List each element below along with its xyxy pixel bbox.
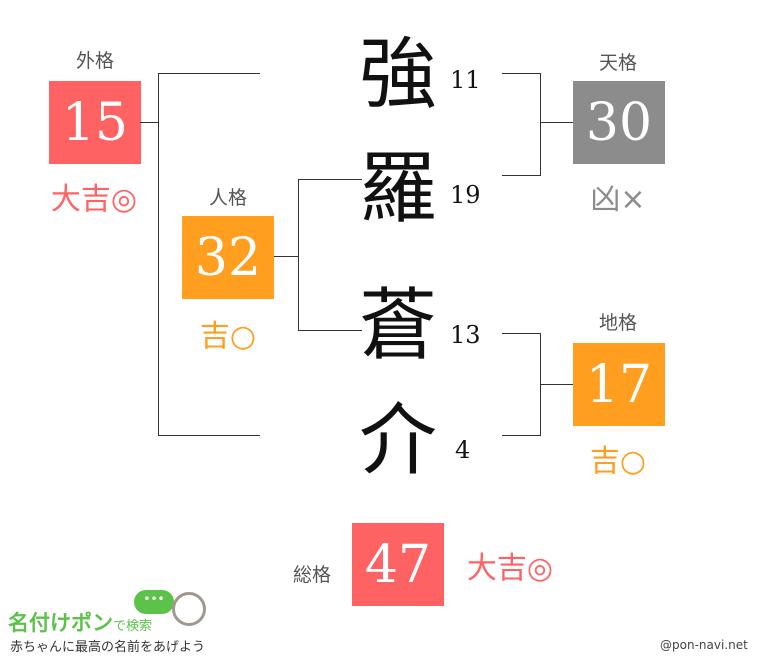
- logo-name: 名付けポン: [8, 611, 113, 635]
- stroke-count-1: 11: [450, 66, 481, 94]
- name-char-4: 介: [358, 396, 437, 486]
- gaikaku-box: 15: [49, 81, 141, 164]
- bracket-line: [540, 122, 573, 123]
- logo-suffix: で検索: [113, 619, 153, 634]
- chikaku-box: 17: [573, 343, 665, 426]
- name-char-1: 強: [358, 30, 437, 120]
- bracket-line: [502, 333, 540, 334]
- bracket-line: [540, 384, 573, 385]
- name-char-2: 羅: [358, 144, 437, 234]
- bracket-line: [502, 175, 540, 176]
- stroke-count-4: 4: [455, 436, 471, 464]
- gaikaku-bracket: [158, 73, 159, 436]
- bracket-line: [298, 179, 362, 180]
- soukaku-label: 総格: [292, 564, 331, 586]
- logo-title: 名付けポンで検索: [8, 607, 152, 637]
- bracket-line: [502, 73, 540, 74]
- bracket-line: [274, 256, 298, 257]
- jinkaku-box: 32: [182, 216, 274, 299]
- chikaku-fortune: 吉○: [589, 444, 647, 479]
- gaikaku-label: 外格: [75, 50, 114, 72]
- bracket-line: [502, 435, 540, 436]
- stroke-count-2: 19: [450, 181, 481, 209]
- jinkaku-bracket: [298, 179, 299, 331]
- name-char-3: 蒼: [358, 281, 437, 371]
- jinkaku-label: 人格: [208, 187, 247, 209]
- baby-face-icon: [172, 592, 206, 626]
- tenkaku-fortune: 凶×: [590, 182, 646, 217]
- tenkaku-label: 天格: [598, 52, 637, 74]
- chikaku-label: 地格: [598, 312, 637, 334]
- bracket-line: [298, 330, 362, 331]
- logo-tagline: 赤ちゃんに最高の名前をあげよう: [10, 640, 206, 655]
- soukaku-fortune: 大吉◎: [466, 551, 554, 586]
- tenkaku-bracket: [540, 73, 541, 176]
- speech-bubble-icon: •••: [134, 590, 174, 614]
- jinkaku-fortune: 吉○: [199, 319, 257, 354]
- bracket-line: [158, 73, 260, 74]
- soukaku-box: 47: [352, 523, 444, 606]
- stroke-count-3: 13: [450, 321, 481, 349]
- gaikaku-fortune: 大吉◎: [50, 182, 138, 217]
- tenkaku-box: 30: [573, 81, 665, 164]
- bracket-line: [158, 435, 260, 436]
- credit: @pon-navi.net: [660, 638, 748, 652]
- bracket-line: [140, 122, 158, 123]
